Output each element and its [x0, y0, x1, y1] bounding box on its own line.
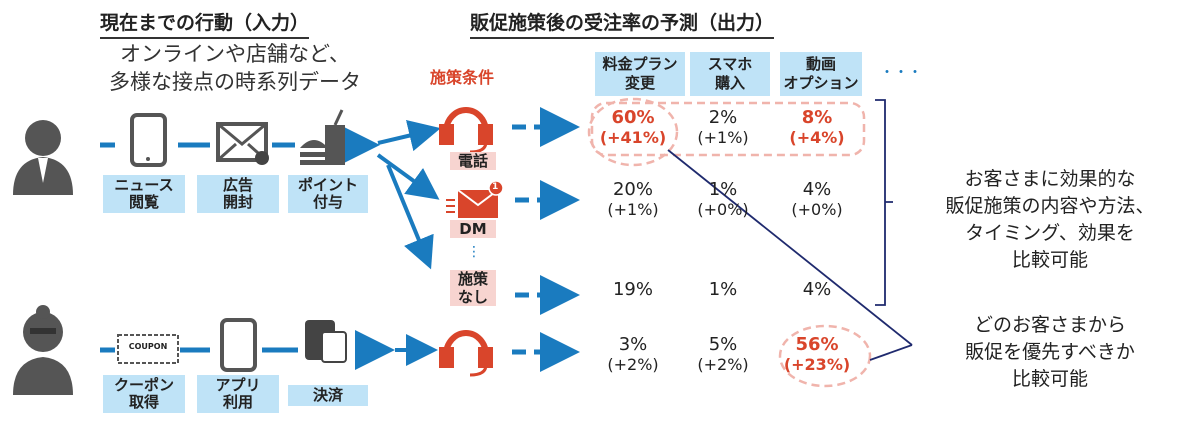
note2-line: 比較可能 [1011, 368, 1088, 390]
cell-rate: 1% [708, 279, 738, 300]
label-ad-open: 広告 開封 [197, 175, 279, 213]
cell-delta: (+0%) [791, 200, 843, 219]
condition-none: 施策なし [450, 270, 496, 306]
cell-rate: 5% [708, 334, 738, 355]
cell-rate: 2% [708, 107, 738, 128]
cell-delta: (+4%) [789, 128, 845, 147]
label-payment: 決済 [288, 385, 368, 406]
condition-dm: DM [450, 220, 496, 238]
condition-phone: 電話 [450, 152, 496, 170]
label-points: ポイント 付与 [288, 175, 368, 213]
cell-rate: 1% [708, 179, 738, 200]
person-icon-female [13, 305, 73, 395]
dashed-arrows [512, 107, 580, 372]
payment-icon [305, 320, 347, 363]
note-compare-customers: どのお客さまから 販促を優先すべきか 比較可能 [920, 312, 1180, 393]
person-icon-male [13, 120, 73, 195]
note2-line: 販促を優先すべきか [965, 341, 1135, 363]
highlights [587, 97, 872, 388]
cell-value: 1% [678, 280, 768, 300]
smartphone-icon [130, 113, 167, 167]
cell-value: 1% (+0%) [678, 180, 768, 220]
dm-mail-icon [446, 180, 504, 218]
cell-delta: (+41%) [599, 128, 667, 147]
cell-value: 4% (+0%) [772, 180, 862, 220]
cell-delta: (+0%) [697, 200, 749, 219]
cell-value: 60% (+41%) [588, 108, 678, 148]
cell-rate: 20% [612, 179, 653, 200]
cell-delta: (+2%) [607, 355, 659, 374]
note1-line: 比較可能 [1011, 249, 1088, 271]
label-coupon: クーポン 取得 [103, 375, 185, 413]
food-icon [300, 109, 345, 165]
mail-icon [216, 122, 269, 165]
input-subtitle-2: 多様な接点の時系列データ [109, 70, 361, 94]
cell-value: 19% [588, 280, 678, 300]
cell-rate: 19% [612, 279, 653, 300]
header-video-option: 動画 オプション [780, 52, 862, 96]
label-news: ニュース 閲覧 [103, 175, 185, 213]
cell-rate: 4% [802, 279, 832, 300]
cell-rate: 3% [618, 334, 648, 355]
note2-line: どのお客さまから [973, 314, 1126, 336]
branch-arrows [376, 119, 441, 366]
cell-delta: (+1%) [607, 200, 659, 219]
coupon-icon [117, 334, 179, 364]
navy-lines [667, 99, 913, 361]
headset-icon [439, 107, 493, 154]
cell-value: 2% (+1%) [678, 108, 768, 148]
note1-line: タイミング、効果を [965, 222, 1135, 244]
label-app: アプリ 利用 [197, 375, 279, 413]
input-subtitle-1: オンラインや店舗など、 [120, 42, 350, 66]
cell-rate: 4% [802, 179, 832, 200]
cell-rate: 56% [795, 334, 839, 355]
header-plan-change: 料金プラン 変更 [595, 52, 685, 96]
cell-value: 56% (+23%) [772, 335, 862, 375]
coupon-text: COUPON [128, 342, 168, 351]
timeline-lines [100, 125, 395, 370]
condition-none-text: 施策なし [457, 270, 488, 306]
vertical-ellipsis: ⋮ [467, 244, 481, 260]
cell-value: 5% (+2%) [678, 335, 768, 375]
cell-value: 4% [772, 280, 862, 300]
cell-delta: (+1%) [697, 128, 749, 147]
note1-line: 販促施策の内容や方法、 [945, 195, 1155, 217]
conditions-label: 施策条件 [430, 68, 495, 87]
input-title: 現在までの行動（入力） [100, 8, 310, 39]
app-smartphone-icon [220, 318, 257, 372]
cell-value: 3% (+2%) [588, 335, 678, 375]
output-title: 販促施策後の受注率の予測（出力） [470, 8, 775, 39]
more-columns: ・・・ [880, 65, 922, 81]
cell-delta: (+23%) [783, 355, 851, 374]
note1-line: お客さまに効果的な [964, 168, 1136, 190]
note-compare-measures: お客さまに効果的な 販促施策の内容や方法、 タイミング、効果を 比較可能 [920, 166, 1180, 274]
cell-rate: 8% [801, 107, 833, 128]
cell-value: 20% (+1%) [588, 180, 678, 220]
headset-icon-2 [439, 330, 493, 377]
cell-delta: (+2%) [697, 355, 749, 374]
header-smartphone: スマホ 購入 [690, 52, 770, 96]
cell-value: 8% (+4%) [772, 108, 862, 148]
cell-rate: 60% [611, 107, 655, 128]
